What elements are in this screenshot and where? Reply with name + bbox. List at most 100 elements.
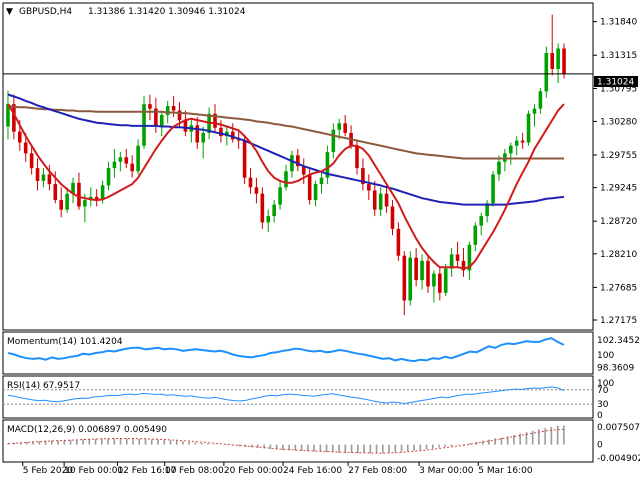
current-price-tag <box>594 76 638 87</box>
candle-body <box>509 145 513 154</box>
momentum-layer <box>7 337 565 363</box>
candle-body <box>455 254 460 261</box>
candle-body <box>100 185 105 201</box>
candle-body <box>313 184 318 201</box>
candle-body <box>6 104 10 127</box>
price-tick-label: 1.31840 <box>600 18 637 28</box>
candle-body <box>384 193 389 207</box>
momentum-tick-label: 98.3609 <box>597 363 634 373</box>
candle-body <box>230 131 235 140</box>
candle-body <box>148 104 152 109</box>
price-tick-label: 1.30280 <box>600 117 637 127</box>
rsi-tick-label: 30 <box>597 400 609 410</box>
time-tick-label: 20 Feb 00:00 <box>224 466 283 476</box>
price-tick-label: 1.28210 <box>600 250 637 260</box>
candle-body <box>343 123 347 133</box>
candle-body <box>367 184 371 191</box>
candle-body <box>71 182 75 194</box>
candle-body <box>550 52 555 69</box>
time-tick-label: 5 Feb 2020 <box>23 466 74 476</box>
candle-body <box>514 140 519 146</box>
candle-body <box>219 127 223 137</box>
candle-body <box>526 113 531 143</box>
candle-body <box>177 110 182 121</box>
candle-body <box>278 187 282 205</box>
candle-body <box>390 206 395 229</box>
rsi-tick-label: 70 <box>597 386 609 396</box>
candle-body <box>438 273 442 293</box>
sma-fast-line <box>7 103 565 270</box>
momentum-line <box>7 337 565 363</box>
candle-body <box>402 255 407 301</box>
rsi-tick-label: 0 <box>597 411 603 421</box>
macd-layer <box>7 425 565 454</box>
candle-body <box>159 115 164 127</box>
time-tick-label: 10 Feb 00:00 <box>64 466 123 476</box>
time-tick-label: 3 Mar 00:00 <box>419 466 474 476</box>
candle-body <box>254 187 259 194</box>
candle-body <box>461 260 466 271</box>
rsi-tick-label: 100 <box>597 379 614 389</box>
candle-body <box>35 168 40 181</box>
candle-body <box>443 268 448 293</box>
candle-body <box>301 166 306 175</box>
candle-body <box>23 142 28 154</box>
candle-body <box>372 190 377 210</box>
time-tick-label: 17 Feb 08:00 <box>165 466 224 476</box>
candle-body <box>17 131 22 143</box>
candle-body <box>65 193 69 210</box>
candle-body <box>485 203 489 217</box>
candle-body <box>201 132 205 143</box>
price-tick-label: 1.28720 <box>600 217 637 227</box>
candle-body <box>94 196 99 201</box>
candle-body <box>325 152 330 178</box>
candle-body <box>266 216 271 223</box>
rsi-line <box>8 386 565 405</box>
candle-body <box>556 48 560 69</box>
candle-body <box>562 48 566 75</box>
rsi-layer <box>3 386 593 405</box>
candle-body <box>426 260 430 287</box>
sma-mid-line <box>7 93 565 206</box>
candle-body <box>378 193 383 210</box>
candle-body <box>497 161 501 175</box>
candle-body <box>296 155 300 167</box>
rsi-pane-frame <box>2 375 594 419</box>
price-tick-label: 1.27685 <box>600 283 637 293</box>
current-price-label: 1.31024 <box>597 78 634 88</box>
candle-body <box>307 174 312 201</box>
sma-slow-line <box>7 105 564 160</box>
candle-body <box>396 228 401 256</box>
candle-body <box>355 145 359 169</box>
macd-tick-label: -0.004902 <box>597 454 640 464</box>
candle-body <box>29 153 34 169</box>
candle-body <box>183 120 188 132</box>
candle-body <box>272 204 276 217</box>
candle-body <box>538 91 543 109</box>
time-tick-label: 12 Feb 16:00 <box>117 466 176 476</box>
candle-body <box>520 140 525 143</box>
time-tick-label: 5 Mar 16:00 <box>478 466 533 476</box>
collapse-arrow-icon[interactable]: ▼ <box>6 7 13 17</box>
rsi-title: RSI(14) 67.9517 <box>7 381 80 391</box>
price-tick-label: 1.29755 <box>600 151 637 161</box>
macd-signal-line <box>8 428 564 454</box>
price-tick-label: 1.30795 <box>600 84 637 94</box>
macd-title: MACD(12,26,9) 0.006897 0.005490 <box>7 425 167 435</box>
candle-body <box>242 140 247 178</box>
candle-body <box>165 106 170 116</box>
candle-body <box>532 108 537 114</box>
candle-body <box>337 123 342 130</box>
price-layer <box>3 14 593 316</box>
price-tick-label: 1.29245 <box>600 184 637 194</box>
candle-body <box>473 225 478 245</box>
symbol-label: GBPUSD,H4 <box>19 7 72 17</box>
time-tick-label: 24 Feb 16:00 <box>283 466 342 476</box>
candle-body <box>106 168 111 186</box>
candle-body <box>83 200 87 207</box>
candle-body <box>47 174 52 185</box>
candle-body <box>248 177 253 188</box>
candle-body <box>59 200 63 210</box>
candle-body <box>12 104 16 132</box>
